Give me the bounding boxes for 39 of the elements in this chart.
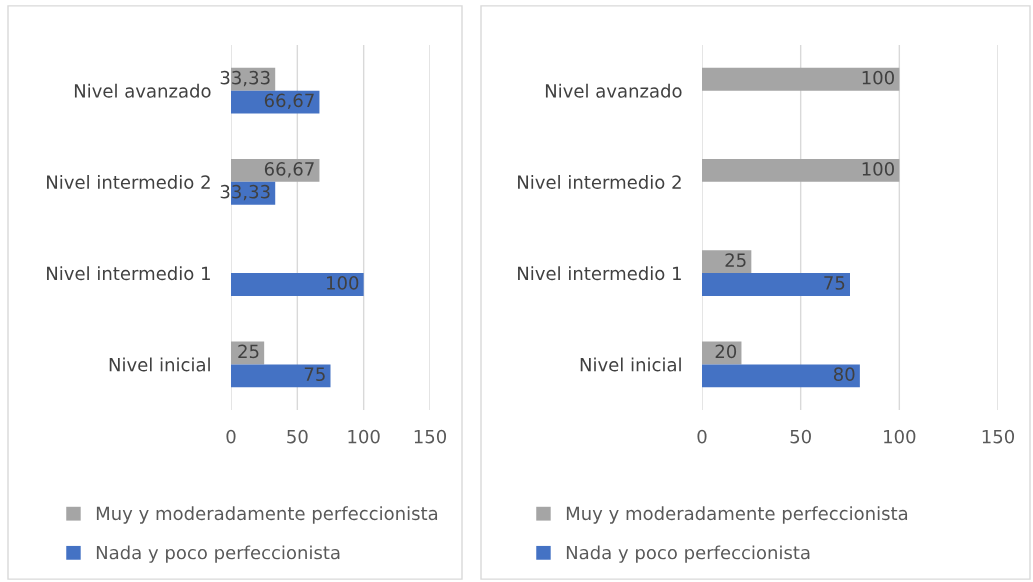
y-tick-label: Nivel intermedio 2: [47, 175, 210, 189]
y-tick-label: Nivel intermedio 1: [47, 266, 210, 281]
bar: [702, 273, 850, 296]
x-tick-label: 50: [287, 429, 308, 444]
bar: [231, 364, 331, 388]
x-tick-label: 50: [790, 429, 811, 444]
bar: [702, 67, 900, 91]
data-label: 80: [833, 367, 855, 382]
y-tick-label: Nivel inicial: [580, 357, 681, 372]
legend-label: Muy y moderadamente perfeccionista: [96, 506, 438, 524]
data-label: 75: [304, 367, 325, 382]
bar: [231, 273, 364, 296]
y-tick-label: Nivel intermedio 2: [518, 175, 681, 189]
y-tick-label: Nivel inicial: [109, 357, 210, 372]
x-tick-label: 100: [348, 429, 380, 444]
bar: [231, 159, 320, 182]
y-tick-label: Nivel intermedio 1: [518, 266, 681, 281]
x-tick-label: 150: [414, 429, 447, 444]
data-label: 100: [327, 276, 359, 290]
x-tick-label: 0: [697, 429, 707, 444]
bar: [702, 159, 900, 182]
data-label: 75: [824, 276, 845, 290]
data-label: 66,67: [264, 93, 314, 110]
x-tick-label: 0: [226, 429, 236, 444]
x-tick-label: 100: [884, 429, 916, 444]
x-tick-label: 150: [982, 429, 1015, 444]
bar: [702, 364, 860, 388]
legend-label: Muy y moderadamente perfeccionista: [566, 506, 908, 524]
data-label: 25: [238, 344, 259, 359]
y-tick-label: Nivel avanzado: [74, 83, 211, 98]
data-label: 100: [862, 70, 894, 85]
data-label: 25: [725, 253, 746, 267]
legend-label: Nada y poco perfeccionista: [566, 545, 810, 563]
data-label: 100: [862, 162, 894, 176]
bar: [702, 250, 752, 274]
data-label: 20: [715, 344, 737, 359]
legend-label: Nada y poco perfeccionista: [96, 545, 340, 563]
data-label: 66,67: [264, 162, 314, 178]
y-tick-label: Nivel avanzado: [545, 83, 682, 98]
